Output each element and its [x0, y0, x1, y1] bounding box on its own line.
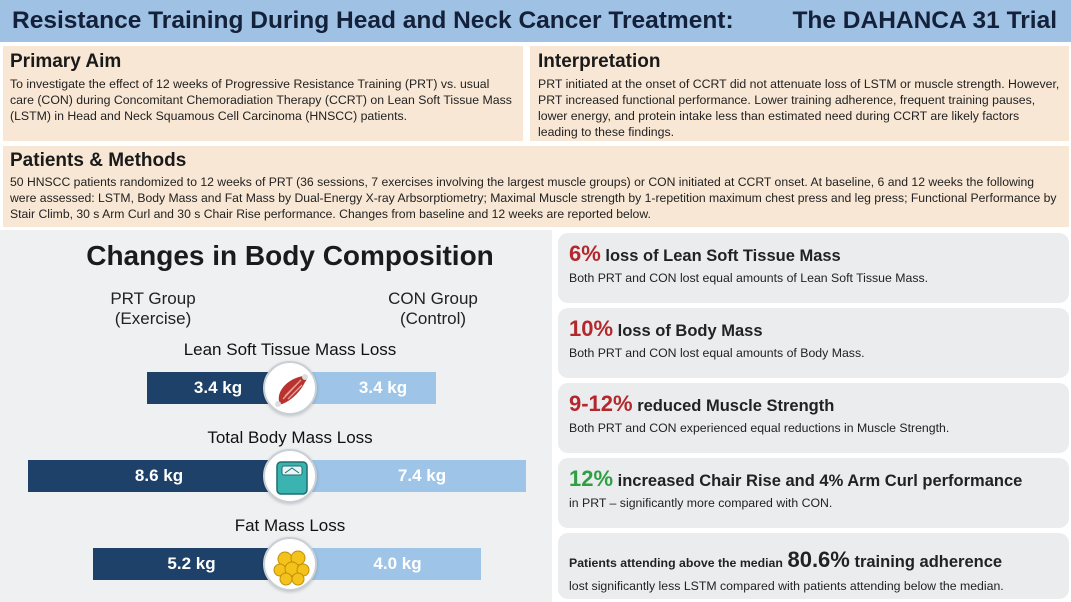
title-bar: Resistance Training During Head and Neck… [0, 0, 1071, 42]
methods-text: 50 HNSCC patients randomized to 12 weeks… [10, 175, 1057, 221]
finding-title: loss of Lean Soft Tissue Mass [605, 247, 841, 265]
finding-title: reduced Muscle Strength [637, 397, 835, 415]
finding-detail: Both PRT and CON experienced equal reduc… [569, 421, 950, 435]
finding-detail: Both PRT and CON lost equal amounts of L… [569, 271, 929, 285]
interpretation-heading: Interpretation [538, 51, 661, 72]
body-mass-loss-label: Total Body Mass Loss [207, 428, 373, 447]
finding-headline: 12% increased Chair Rise and 4% Arm Curl… [569, 467, 1058, 493]
finding-headline: 9-12% reduced Muscle Strength [569, 392, 1058, 418]
finding-detail: lost significantly less LSTM compared wi… [569, 579, 1004, 593]
interpretation-panel: Interpretation PRT initiated at the onse… [530, 46, 1069, 141]
finding-value: 12% [569, 466, 614, 491]
finding-headline: 10% loss of Body Mass [569, 317, 1058, 343]
lstm-loss-label: Lean Soft Tissue Mass Loss [183, 340, 397, 359]
prt-group-name: PRT Group [110, 289, 196, 308]
methods-heading: Patients & Methods [10, 150, 187, 171]
finding-card: 6% loss of Lean Soft Tissue Mass Both PR… [558, 233, 1069, 303]
interpretation-text: PRT initiated at the onset of CCRT did n… [538, 77, 1060, 139]
fat-mass-loss-label: Fat Mass Loss [234, 516, 346, 535]
trial-name: The DAHANCA 31 Trial [792, 7, 1057, 34]
scale-icon [263, 449, 317, 503]
finding-detail: in PRT – significantly more compared wit… [569, 496, 833, 510]
finding-headline: 6% loss of Lean Soft Tissue Mass [569, 242, 1058, 268]
finding-value: 10% [569, 316, 614, 341]
body-mass-prt-bar: 8.6 kg [28, 460, 290, 492]
methods-panel: Patients & Methods 50 HNSCC patients ran… [3, 146, 1069, 227]
finding-title: increased Chair Rise and 4% Arm Curl per… [617, 472, 1023, 490]
finding-title: training adherence [854, 553, 1003, 571]
finding-value: 6% [569, 241, 601, 266]
finding-card: Patients attending above the median 80.6… [558, 533, 1069, 599]
finding-card: 12% increased Chair Rise and 4% Arm Curl… [558, 458, 1069, 528]
finding-detail: Both PRT and CON lost equal amounts of B… [569, 346, 865, 360]
primary-aim-heading: Primary Aim [10, 51, 122, 72]
fat-cells-icon [263, 537, 317, 591]
fat-mass-con-bar: 4.0 kg [290, 548, 481, 580]
prt-group-sub: (Exercise) [114, 309, 192, 328]
muscle-icon [263, 361, 317, 415]
body-mass-con-bar: 7.4 kg [290, 460, 526, 492]
finding-headline: Patients attending above the median 80.6… [569, 547, 1058, 576]
finding-prefix: Patients attending above the median [569, 556, 783, 570]
finding-card: 9-12% reduced Muscle Strength Both PRT a… [558, 383, 1069, 453]
finding-value: 80.6% [787, 547, 850, 572]
body-composition-title: Changes in Body Composition [86, 240, 494, 271]
primary-aim-panel: Primary Aim To investigate the effect of… [3, 46, 523, 141]
con-group-name: CON Group [388, 289, 478, 308]
con-group-label: CON Group (Control) [373, 289, 493, 329]
prt-group-label: PRT Group (Exercise) [98, 289, 208, 329]
page-title: Resistance Training During Head and Neck… [12, 7, 734, 34]
fat-mass-prt-bar: 5.2 kg [93, 548, 290, 580]
finding-value: 9-12% [569, 391, 633, 416]
con-group-sub: (Control) [399, 309, 467, 328]
finding-card: 10% loss of Body Mass Both PRT and CON l… [558, 308, 1069, 378]
finding-title: loss of Body Mass [617, 322, 763, 340]
primary-aim-text: To investigate the effect of 12 weeks of… [10, 77, 512, 123]
